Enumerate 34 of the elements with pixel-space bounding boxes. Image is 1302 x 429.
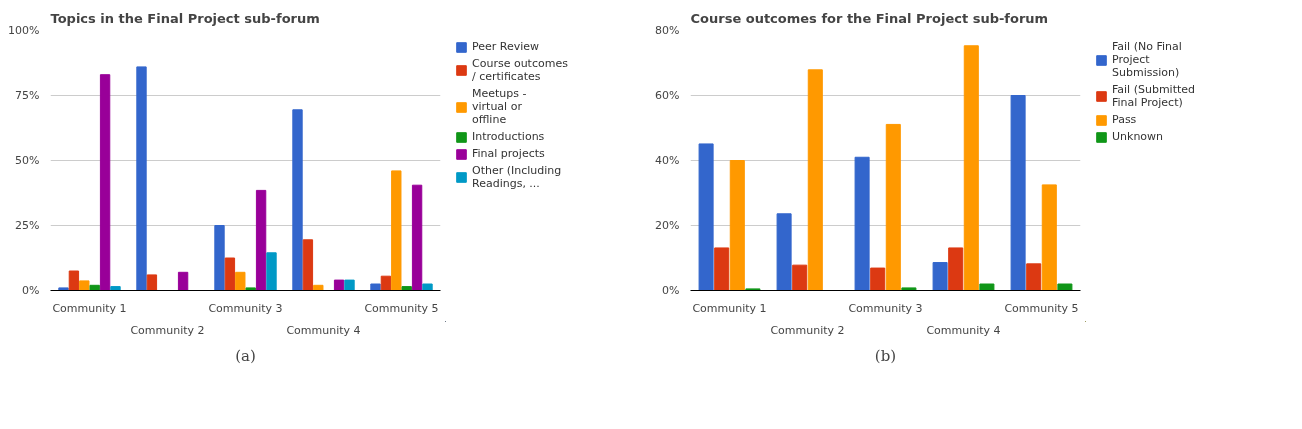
- legend-label: Peer Review: [472, 40, 540, 53]
- x-tick-label: Community 2: [770, 323, 845, 337]
- x-tick-label: Community 5: [1004, 301, 1079, 315]
- y-tick-label: 40%: [655, 154, 680, 167]
- y-tick-label: 100%: [8, 24, 40, 37]
- y-tick-label: 75%: [15, 89, 40, 102]
- x-tick-label: Community 2: [130, 323, 205, 337]
- x-tick-label: Community 4: [286, 323, 361, 337]
- legend-label: Course outcomes / certificates: [472, 57, 568, 83]
- chart-title: Topics in the Final Project sub-forum: [50, 10, 320, 26]
- x-tick-label: Community 4: [926, 323, 1001, 337]
- x-tick-label: Community 5: [364, 301, 439, 315]
- text: (a): [235, 346, 256, 365]
- legend-label: Fail (Submitted Final Project): [1112, 83, 1196, 109]
- text: (b): [874, 346, 897, 365]
- x-tick-label: Community 3: [848, 301, 923, 315]
- y-tick-label: 50%: [15, 154, 40, 167]
- legend-label: Fail (No Final Project Submission): [1112, 40, 1182, 79]
- chart-title: Course outcomes for the Final Project sub-forum: [690, 10, 1049, 26]
- y-tick-label: 20%: [655, 219, 680, 232]
- y-tick-label: 25%: [15, 219, 40, 232]
- x-tick-label: Community 3: [208, 301, 283, 315]
- x-tick-label: Community 1: [52, 301, 127, 315]
- y-tick-label: 60%: [655, 89, 680, 102]
- legend-label: Pass: [1112, 113, 1137, 126]
- y-tick-label: 0%: [662, 284, 680, 297]
- y-tick-label: 0%: [22, 284, 40, 297]
- legend-label: Other (Including Readings, ...: [472, 164, 562, 190]
- y-tick-label: 80%: [655, 24, 680, 37]
- legend-label: Meetups - virtual or offline: [472, 87, 527, 126]
- legend-label: Final projects: [472, 147, 545, 160]
- legend-label: Unknown: [1112, 130, 1164, 143]
- legend-label: Introductions: [472, 130, 545, 143]
- x-tick-label: Community 1: [692, 301, 767, 315]
